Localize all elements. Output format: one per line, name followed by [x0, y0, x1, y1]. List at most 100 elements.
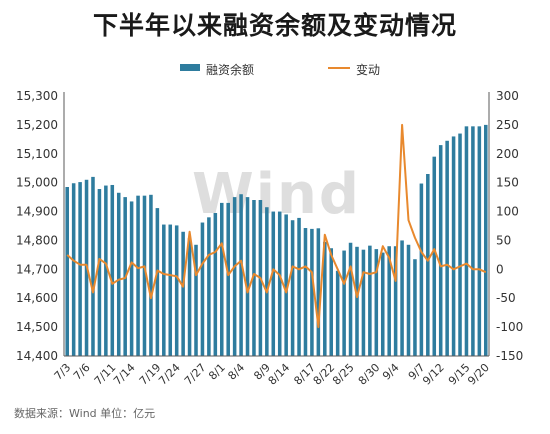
y-right-tick-label: 100 [496, 205, 519, 219]
bar [219, 202, 224, 356]
bar [426, 174, 430, 356]
bar [71, 183, 76, 356]
bar [438, 145, 443, 356]
bar [477, 126, 482, 356]
bar [323, 241, 327, 356]
bar [458, 133, 462, 356]
x-tick-label: 8/14 [266, 361, 293, 388]
x-tick-label: 7/24 [156, 361, 183, 388]
y-left-tick-label: 14,400 [16, 349, 58, 363]
bar [91, 176, 95, 356]
y-right-tick-label: 0 [496, 262, 504, 276]
bar [316, 228, 321, 356]
bar [155, 208, 160, 356]
bar [168, 224, 173, 356]
x-tick-label: 7/27 [182, 361, 209, 388]
bar [445, 140, 449, 356]
bar [187, 238, 192, 356]
bar [239, 194, 243, 356]
legend-label-balance: 融资余额 [206, 63, 255, 77]
x-tick-label: 8/25 [330, 361, 357, 388]
bar [207, 217, 211, 356]
bar [400, 240, 404, 356]
y-right-tick-label: -50 [496, 291, 516, 305]
y-left-tick-label: 15,100 [16, 147, 58, 161]
bar-series [65, 124, 488, 356]
bar [142, 195, 147, 356]
y-right-tick-label: 50 [496, 233, 511, 247]
bar [413, 259, 417, 356]
bar [129, 201, 134, 356]
bar [374, 249, 379, 356]
bar [368, 245, 372, 356]
bar [232, 197, 237, 356]
bar [471, 126, 475, 356]
bar [200, 222, 205, 356]
bar [226, 202, 230, 356]
x-tick-label: 9/12 [420, 361, 447, 388]
bar [136, 195, 140, 356]
chart-title: 下半年以来融资余额及变动情况 [92, 11, 457, 40]
bar [149, 194, 153, 356]
y-left-tick-label: 15,300 [16, 89, 58, 103]
bar [97, 189, 102, 356]
bar [174, 225, 179, 356]
bar [252, 200, 256, 356]
y-left-tick-label: 14,600 [16, 291, 58, 305]
y-left-tick-label: 14,800 [16, 233, 58, 247]
y-left-tick-label: 15,000 [16, 176, 58, 190]
y-right-tick-label: -100 [496, 320, 523, 334]
x-tick-label: 8/1 [206, 361, 228, 383]
y-left-tick-label: 14,900 [16, 205, 58, 219]
bar [464, 126, 469, 356]
bar [245, 197, 250, 356]
bar [265, 207, 269, 356]
y-left-tick-label: 15,200 [16, 118, 58, 132]
bar [290, 220, 295, 356]
legend-label-change: 变动 [356, 63, 381, 77]
bar [213, 213, 218, 356]
bar [303, 228, 308, 356]
bar [451, 136, 456, 356]
x-tick-label: 8/30 [356, 361, 383, 388]
x-tick-label: 8/4 [225, 361, 247, 383]
bar [335, 270, 340, 356]
bar [162, 224, 166, 356]
source-note: 数据来源：Wind 单位：亿元 [14, 407, 156, 420]
bar [271, 211, 276, 356]
y-right-tick-label: -150 [496, 349, 523, 363]
bar [194, 244, 198, 356]
change-line [66, 123, 487, 329]
bar [310, 228, 314, 356]
bar [78, 182, 82, 356]
y-right-tick-label: 300 [496, 89, 519, 103]
bar [406, 244, 411, 356]
bar [348, 242, 353, 356]
bar [329, 248, 334, 356]
y-left-tick-label: 14,700 [16, 262, 58, 276]
x-tick-label: 7/6 [71, 361, 93, 383]
bar [419, 183, 424, 356]
bar [65, 187, 69, 356]
watermark: Wind [192, 162, 361, 227]
bar [432, 156, 437, 356]
y-right-tick-label: 200 [496, 147, 519, 161]
bar [380, 252, 385, 356]
bar [361, 249, 366, 356]
y-right-tick-label: 250 [496, 118, 519, 132]
bar [277, 211, 282, 356]
bar [116, 192, 121, 356]
bar [297, 217, 301, 356]
legend-swatch-line [328, 67, 350, 69]
y-left-tick-label: 14,500 [16, 320, 58, 334]
bar [181, 231, 185, 356]
bar [393, 246, 398, 356]
y-right-tick-label: 150 [496, 176, 519, 190]
bar [104, 185, 108, 356]
bar [484, 124, 488, 356]
legend-swatch-bar [180, 64, 200, 71]
bar [387, 246, 391, 356]
x-tick-label: 7/3 [52, 361, 74, 383]
